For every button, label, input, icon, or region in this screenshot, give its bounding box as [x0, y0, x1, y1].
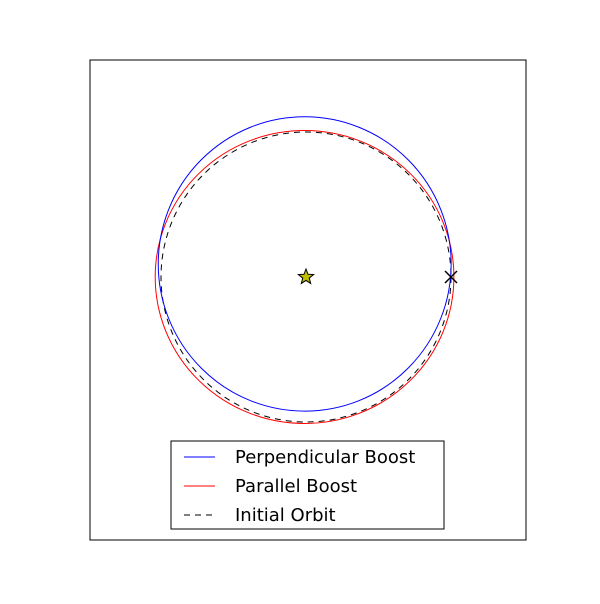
legend-entry-parallel-boost: Parallel Boost: [184, 476, 357, 497]
orbit-markers: [297, 267, 458, 285]
legend: Perpendicular Boost Parallel Boost Initial…: [170, 440, 445, 530]
star-marker: [297, 267, 315, 285]
orbit-perpendicular-boost: [157, 116, 452, 412]
legend-label: Initial Orbit: [235, 505, 336, 526]
legend-box: [170, 440, 445, 530]
legend-entry-initial-orbit: Initial Orbit: [184, 505, 336, 526]
orbit-parallel-boost: [154, 130, 455, 424]
legend-label: Perpendicular Boost: [235, 447, 415, 468]
legend-label: Parallel Boost: [235, 476, 357, 497]
boost-point-marker: [444, 270, 458, 284]
legend-entry-perpendicular-boost: Perpendicular Boost: [184, 447, 415, 468]
